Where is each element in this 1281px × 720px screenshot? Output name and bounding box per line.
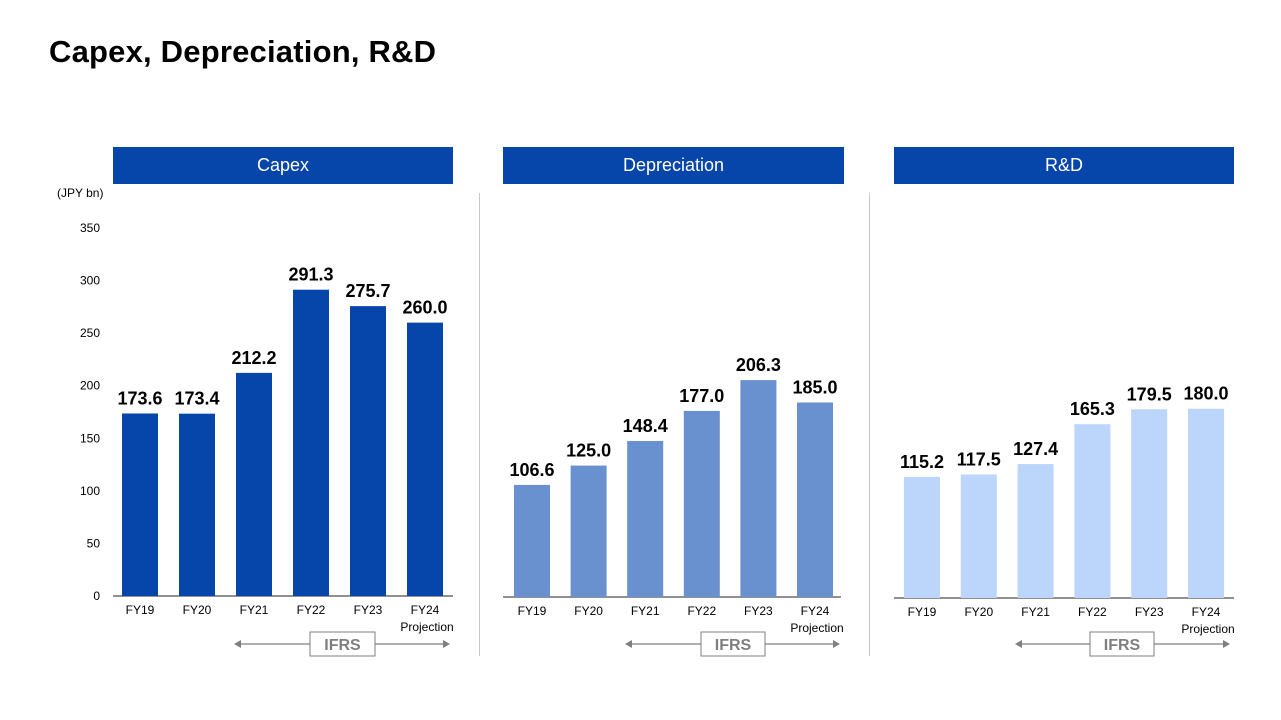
rd-header: R&D <box>894 147 1234 184</box>
capex-bar <box>293 289 329 596</box>
depreciation-value-label: 177.0 <box>679 386 724 406</box>
rd-bar <box>904 476 940 598</box>
depreciation-ifrs-arrowhead-left <box>625 640 632 648</box>
capex-ifrs-arrowhead-left <box>234 640 241 648</box>
y-tick-label: 250 <box>80 326 100 340</box>
rd-value-label: 180.0 <box>1183 384 1228 404</box>
depreciation-x-tick-label: FY21 <box>631 604 660 618</box>
depreciation-value-label: 148.4 <box>623 416 668 436</box>
capex-x-tick-label: FY23 <box>354 603 383 617</box>
rd-value-label: 127.4 <box>1013 439 1058 459</box>
rd-ifrs-arrowhead-left <box>1015 640 1022 648</box>
page-title: Capex, Depreciation, R&D <box>49 34 437 69</box>
depreciation-bar <box>740 380 777 597</box>
capex-bar <box>407 322 443 596</box>
panel-divider <box>869 193 870 656</box>
depreciation-ifrs-arrowhead-right <box>833 640 840 648</box>
capex-x-tick-label: FY22 <box>297 603 326 617</box>
rd-bar <box>1131 409 1168 598</box>
panel-divider <box>479 193 480 656</box>
capex-x-tick-label: FY21 <box>240 603 269 617</box>
rd-bar <box>1188 408 1224 598</box>
depreciation-value-label: 106.6 <box>509 460 554 480</box>
depreciation-x-tick-label: FY22 <box>687 604 716 618</box>
capex-ifrs-arrowhead-right <box>443 640 450 648</box>
y-tick-label: 200 <box>80 379 100 393</box>
depreciation-x-tick-label: FY19 <box>518 604 547 618</box>
depreciation-x-tick-label: FY24 <box>801 604 830 618</box>
depreciation-value-label: 185.0 <box>792 377 837 397</box>
y-tick-label: 350 <box>80 221 100 235</box>
depreciation-x-tick-label: FY23 <box>744 604 773 618</box>
capex-bar <box>350 306 386 596</box>
rd-x-tick-label: FY24 <box>1192 605 1221 619</box>
depreciation-header: Depreciation <box>503 147 844 184</box>
rd-ifrs-box <box>1089 631 1155 657</box>
depreciation-x-tick-label: FY20 <box>574 604 603 618</box>
capex-header: Capex <box>113 147 453 184</box>
rd-ifrs-label: IFRS <box>1104 637 1141 654</box>
depreciation-ifrs-box <box>700 631 766 657</box>
rd-x-tick-label: FY20 <box>964 605 993 619</box>
depreciation-bar <box>570 465 607 597</box>
rd-bar <box>1017 464 1054 598</box>
depreciation-x-tick-label: Projection <box>790 621 843 635</box>
rd-x-tick-label: Projection <box>1181 622 1234 636</box>
rd-x-tick-label: FY21 <box>1021 605 1050 619</box>
rd-x-tick-label: FY23 <box>1135 605 1164 619</box>
unit-label: (JPY bn) <box>57 186 104 200</box>
depreciation-bar <box>797 402 833 597</box>
rd-bar <box>1074 424 1111 598</box>
depreciation-value-label: 206.3 <box>736 355 781 375</box>
depreciation-bar <box>514 484 550 597</box>
depreciation-bar <box>683 410 720 597</box>
capex-x-tick-label: FY24 <box>411 603 440 617</box>
y-tick-label: 300 <box>80 274 100 288</box>
rd-value-label: 117.5 <box>957 449 1001 469</box>
depreciation-value-label: 125.0 <box>566 441 611 461</box>
capex-x-tick-label: Projection <box>400 620 453 634</box>
y-tick-label: 150 <box>80 431 100 445</box>
capex-value-label: 173.6 <box>117 388 162 408</box>
capex-ifrs-box <box>309 631 376 657</box>
depreciation-ifrs-label: IFRS <box>715 637 752 654</box>
rd-bar <box>960 474 997 598</box>
rd-x-tick-label: FY22 <box>1078 605 1107 619</box>
y-tick-label: 100 <box>80 484 100 498</box>
rd-ifrs-arrowhead-right <box>1223 640 1230 648</box>
capex-x-tick-label: FY19 <box>126 603 155 617</box>
capex-ifrs-label: IFRS <box>324 637 361 654</box>
capex-value-label: 275.7 <box>345 281 390 301</box>
y-tick-label: 0 <box>93 589 100 603</box>
capex-x-tick-label: FY20 <box>183 603 212 617</box>
capex-bar <box>179 413 215 596</box>
capex-value-label: 212.2 <box>231 348 276 368</box>
capex-value-label: 173.4 <box>174 389 219 409</box>
y-tick-label: 50 <box>87 536 101 550</box>
capex-value-label: 260.0 <box>402 298 447 318</box>
rd-value-label: 165.3 <box>1070 399 1115 419</box>
rd-x-tick-label: FY19 <box>908 605 937 619</box>
rd-value-label: 115.2 <box>900 452 944 472</box>
capex-bar <box>236 372 272 596</box>
depreciation-bar <box>627 440 664 597</box>
capex-bar <box>122 413 158 596</box>
rd-value-label: 179.5 <box>1127 384 1172 404</box>
capex-value-label: 291.3 <box>288 265 333 285</box>
